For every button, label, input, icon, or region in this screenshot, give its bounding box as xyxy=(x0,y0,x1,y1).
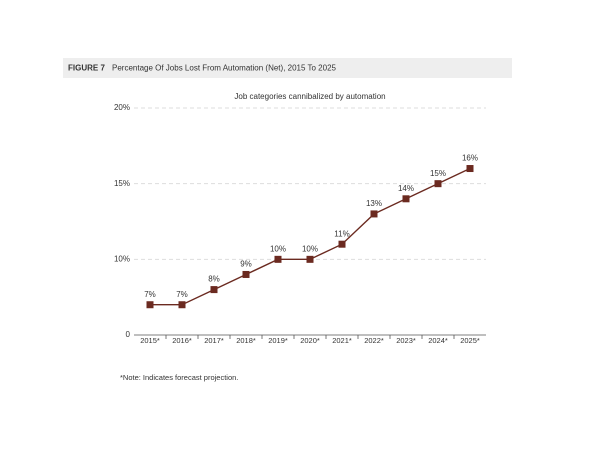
x-tick-label: 2024* xyxy=(428,336,448,345)
header-bar xyxy=(63,58,512,78)
data-label: 7% xyxy=(176,290,188,299)
y-tick-label: 0 xyxy=(126,330,131,339)
point xyxy=(210,286,218,294)
point xyxy=(178,301,186,309)
data-label: 10% xyxy=(270,244,286,253)
data-label: 8% xyxy=(208,275,220,284)
point xyxy=(242,270,250,278)
x-tick-label: 2021* xyxy=(332,336,352,345)
y-tick-label: 10% xyxy=(114,254,130,263)
y-tick-label: 15% xyxy=(114,179,130,188)
data-label: 14% xyxy=(398,184,414,193)
point xyxy=(370,210,378,218)
figure-label: FIGURE 7 xyxy=(68,64,105,73)
x-tick-label: 2023* xyxy=(396,336,416,345)
series-line xyxy=(150,167,471,306)
point xyxy=(146,301,154,309)
x-tick-label: 2018* xyxy=(236,336,256,345)
data-label: 9% xyxy=(240,260,252,269)
x-tick-label: 2017* xyxy=(204,336,224,345)
x-tick-label: 2022* xyxy=(364,336,384,345)
x-tick-label: 2020* xyxy=(300,336,320,345)
data-label: 7% xyxy=(144,290,156,299)
data-label: 15% xyxy=(430,169,446,178)
x-tick-label: 2019* xyxy=(268,336,288,345)
data-label: 11% xyxy=(334,229,349,238)
point xyxy=(402,195,410,203)
chart-subtitle: Job categories cannibalized by automatio… xyxy=(234,92,385,101)
point xyxy=(434,180,442,188)
data-label: 10% xyxy=(302,244,318,253)
point xyxy=(338,240,346,248)
data-label: 16% xyxy=(462,154,478,163)
point xyxy=(306,255,314,263)
x-tick-label: 2016* xyxy=(172,336,192,345)
y-tick-label: 20% xyxy=(114,103,130,112)
chart-title: Percentage Of Jobs Lost From Automation … xyxy=(112,64,337,73)
x-tick-label: 2015* xyxy=(140,336,160,345)
x-tick-label: 2025* xyxy=(460,336,480,345)
footnote: *Note: Indicates forecast projection. xyxy=(120,373,238,382)
point xyxy=(466,165,474,173)
point xyxy=(274,255,282,263)
data-label: 13% xyxy=(366,199,382,208)
